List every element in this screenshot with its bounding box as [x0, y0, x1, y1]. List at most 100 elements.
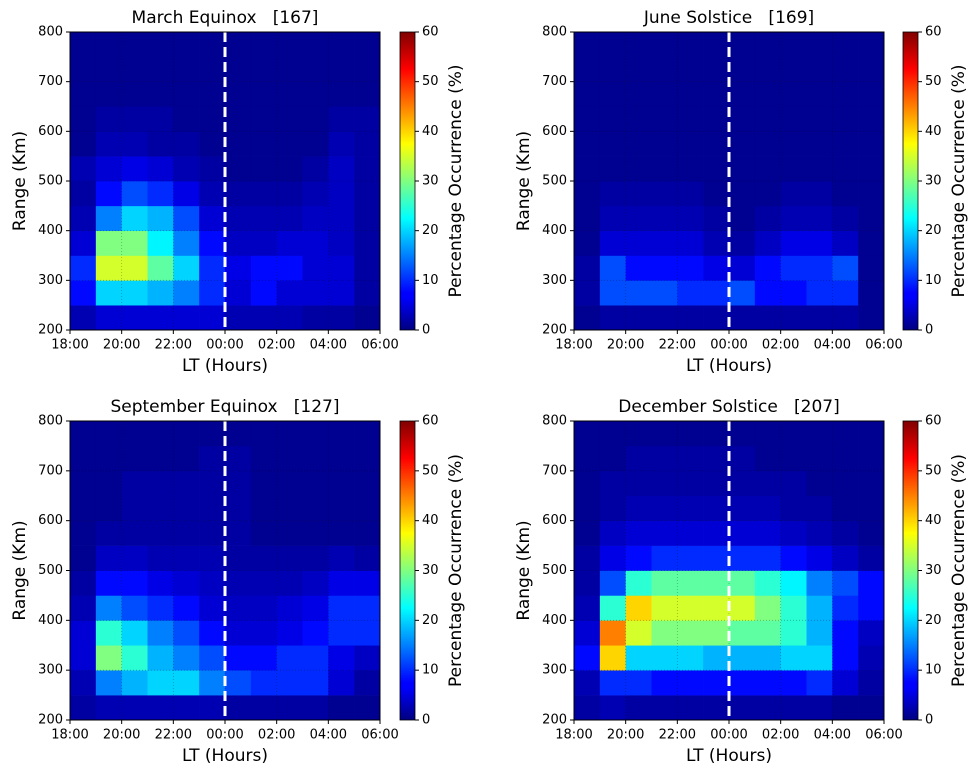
x-tick-label: 20:00: [103, 728, 140, 743]
heat-cell: [225, 545, 252, 571]
heat-cell: [729, 595, 756, 621]
heat-cell: [780, 595, 807, 621]
heat-cell: [651, 280, 678, 306]
heat-cell: [121, 255, 148, 281]
x-tick-label: 06:00: [865, 338, 902, 353]
heat-cell: [625, 255, 652, 281]
heat-cell: [806, 56, 833, 82]
heat-cell: [328, 520, 355, 546]
heat-cell: [729, 695, 756, 721]
heat-cell: [147, 520, 174, 546]
heat-cell: [574, 620, 601, 646]
heat-cell: [780, 205, 807, 231]
heat-cell: [250, 131, 277, 157]
heat-cell: [651, 56, 678, 82]
heat-cell: [703, 545, 730, 571]
heat-cell: [806, 620, 833, 646]
heat-cell: [302, 645, 329, 671]
heat-cell: [199, 421, 226, 447]
heat-cell: [703, 156, 730, 182]
heat-cell: [147, 645, 174, 671]
heat-cell: [574, 280, 601, 306]
heat-cell: [354, 645, 381, 671]
heat-cell: [70, 156, 97, 182]
heat-cell: [354, 445, 381, 472]
heat-cell: [832, 645, 859, 671]
heat-cell: [651, 520, 678, 546]
heat-cell: [276, 470, 303, 497]
heat-cell: [95, 280, 122, 306]
heat-cell: [199, 445, 226, 472]
y-tick-label: 600: [542, 513, 567, 528]
heat-cell: [121, 56, 148, 82]
heat-cell: [754, 670, 781, 696]
heat-cell: [147, 670, 174, 696]
heat-cell: [302, 421, 329, 447]
colorbar: [902, 420, 919, 721]
heat-cell: [328, 670, 355, 696]
heat-cell: [302, 255, 329, 281]
heat-cell: [780, 81, 807, 107]
y-tick-label: 600: [542, 124, 567, 139]
heat-cell: [147, 305, 174, 331]
heat-cell: [625, 620, 652, 646]
heat-cell: [250, 205, 277, 231]
heat-cell: [354, 421, 381, 447]
heat-cell: [354, 495, 381, 521]
heat-cell: [806, 545, 833, 571]
colorbar-label: Percentage Occurrence (%): [446, 64, 466, 297]
heat-cell: [677, 545, 704, 571]
heat-cell: [625, 106, 652, 132]
heat-cell: [651, 305, 678, 331]
heat-cell: [199, 131, 226, 157]
heat-cell: [199, 32, 226, 58]
heat-cell: [250, 106, 277, 132]
heat-cell: [302, 670, 329, 696]
heat-cell: [858, 181, 885, 207]
heat-cell: [354, 570, 381, 596]
heat-cell: [95, 305, 122, 331]
heat-cell: [328, 495, 355, 521]
heat-cell: [703, 305, 730, 331]
heat-cell: [651, 570, 678, 596]
colorbar-label: Percentage Occurrence (%): [949, 454, 969, 687]
heat-cell: [729, 470, 756, 497]
heat-cell: [625, 445, 652, 472]
colorbar-tick-label: 20: [925, 223, 942, 238]
colorbar-tick-label: 60: [925, 25, 942, 40]
heat-cell: [858, 106, 885, 132]
heat-cell: [121, 495, 148, 521]
heat-cell: [599, 255, 626, 281]
heat-cell: [832, 131, 859, 157]
x-tick-label: 22:00: [659, 338, 696, 353]
heat-cell: [173, 545, 200, 571]
heat-cell: [780, 445, 807, 472]
x-tick-label: 00:00: [206, 338, 243, 353]
heat-cell: [703, 495, 730, 521]
heat-cell: [832, 695, 859, 721]
heat-cell: [173, 81, 200, 107]
heat-cell: [199, 106, 226, 132]
heat-cell: [70, 106, 97, 132]
heat-cell: [806, 645, 833, 671]
heat-cell: [858, 32, 885, 58]
heat-cell: [70, 645, 97, 671]
heat-cell: [328, 131, 355, 157]
heat-cell: [225, 106, 252, 132]
heat-cell: [95, 156, 122, 182]
heat-cell: [250, 56, 277, 82]
heat-cell: [121, 205, 148, 231]
heat-cell: [574, 181, 601, 207]
y-tick-label: 700: [38, 463, 63, 478]
heat-cell: [754, 305, 781, 331]
heat-cell: [147, 106, 174, 132]
x-tick-label: 06:00: [361, 728, 398, 743]
heat-cell: [302, 445, 329, 472]
heat-cell: [729, 56, 756, 82]
heat-cell: [250, 255, 277, 281]
heat-cell: [225, 205, 252, 231]
x-tick-label: 00:00: [710, 728, 747, 743]
heat-cell: [703, 470, 730, 497]
heat-cell: [173, 495, 200, 521]
heat-cell: [832, 255, 859, 281]
